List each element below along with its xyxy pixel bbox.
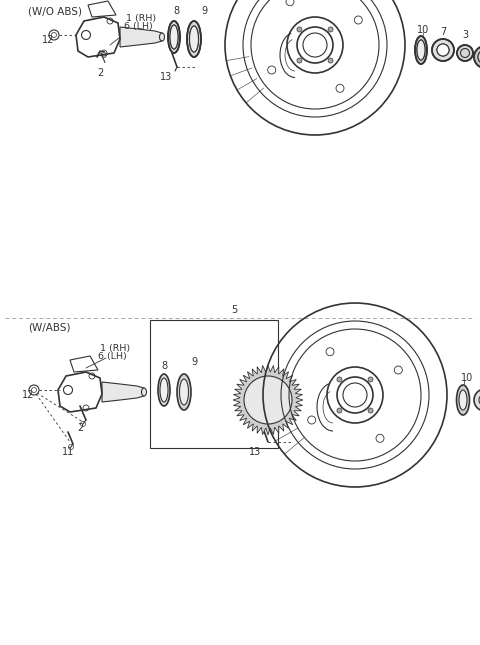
Circle shape <box>432 39 454 61</box>
Ellipse shape <box>417 40 425 60</box>
Circle shape <box>368 408 373 413</box>
Text: 2: 2 <box>77 423 83 433</box>
Circle shape <box>479 394 480 406</box>
Circle shape <box>328 27 333 32</box>
Ellipse shape <box>177 374 191 410</box>
Circle shape <box>474 389 480 411</box>
Text: 9: 9 <box>191 357 197 367</box>
Circle shape <box>474 46 480 68</box>
Text: 1 (RH): 1 (RH) <box>126 14 156 23</box>
Polygon shape <box>120 27 162 47</box>
Ellipse shape <box>190 26 199 52</box>
Circle shape <box>297 27 302 32</box>
Ellipse shape <box>168 21 180 53</box>
Text: 12: 12 <box>42 35 54 45</box>
Text: 6 (LH): 6 (LH) <box>98 352 127 361</box>
Text: 8: 8 <box>173 6 179 16</box>
Text: 6 (LH): 6 (LH) <box>124 23 153 32</box>
Ellipse shape <box>159 33 165 41</box>
Text: (W/ABS): (W/ABS) <box>28 323 71 333</box>
Text: 13: 13 <box>249 447 261 457</box>
Polygon shape <box>233 365 303 435</box>
Text: 13: 13 <box>160 72 172 82</box>
Text: 12: 12 <box>22 390 34 400</box>
Text: (W/O ABS): (W/O ABS) <box>28 6 82 16</box>
Circle shape <box>337 377 342 382</box>
Ellipse shape <box>456 385 469 415</box>
Bar <box>150 320 278 448</box>
Circle shape <box>437 44 449 56</box>
Text: 5: 5 <box>231 305 237 315</box>
Circle shape <box>457 45 473 61</box>
Text: 2: 2 <box>97 68 103 78</box>
Text: 10: 10 <box>461 373 473 383</box>
Circle shape <box>244 376 292 424</box>
Ellipse shape <box>170 25 178 49</box>
Ellipse shape <box>180 379 189 405</box>
Ellipse shape <box>158 374 170 406</box>
Circle shape <box>368 377 373 382</box>
Ellipse shape <box>160 378 168 402</box>
Circle shape <box>337 408 342 413</box>
Text: 3: 3 <box>462 30 468 40</box>
Ellipse shape <box>142 388 146 396</box>
Ellipse shape <box>187 21 201 57</box>
Text: 11: 11 <box>62 447 74 457</box>
Ellipse shape <box>459 390 467 410</box>
Polygon shape <box>102 382 144 402</box>
Text: 9: 9 <box>201 6 207 16</box>
Text: 7: 7 <box>440 27 446 37</box>
Circle shape <box>297 58 302 63</box>
Ellipse shape <box>415 36 427 64</box>
Text: 8: 8 <box>161 361 167 371</box>
Text: 10: 10 <box>417 25 429 35</box>
Text: 1 (RH): 1 (RH) <box>100 344 130 353</box>
Circle shape <box>478 50 480 64</box>
Circle shape <box>328 58 333 63</box>
